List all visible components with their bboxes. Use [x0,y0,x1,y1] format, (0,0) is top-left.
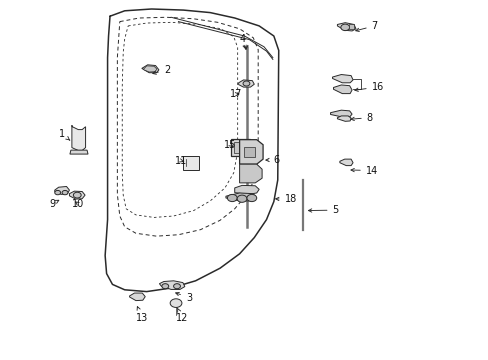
Text: 17: 17 [229,89,242,99]
Text: 1: 1 [59,129,70,140]
Polygon shape [239,140,263,164]
Text: 4: 4 [239,35,246,49]
Circle shape [246,194,256,202]
Polygon shape [339,159,352,166]
Polygon shape [337,23,355,31]
Text: 11: 11 [175,156,187,166]
Polygon shape [225,193,256,201]
Text: 15: 15 [224,140,236,150]
Text: 5: 5 [308,205,338,215]
Circle shape [237,195,246,202]
Polygon shape [332,75,352,83]
Circle shape [243,81,249,86]
Text: 8: 8 [350,113,372,123]
Polygon shape [72,125,85,150]
Text: 14: 14 [350,166,377,176]
Polygon shape [55,186,69,194]
Circle shape [170,299,182,307]
Polygon shape [70,150,88,154]
Circle shape [55,190,61,195]
Text: 2: 2 [152,65,170,75]
Bar [348,24,353,29]
Polygon shape [333,85,351,94]
Circle shape [162,284,168,289]
Circle shape [340,24,349,31]
Text: 12: 12 [176,308,188,323]
Bar [183,156,198,170]
Circle shape [227,194,237,202]
Text: 7: 7 [355,21,377,32]
Polygon shape [234,185,259,194]
Text: 9: 9 [49,199,59,209]
Polygon shape [337,116,350,121]
Text: 6: 6 [265,155,280,165]
Polygon shape [142,65,159,73]
Circle shape [173,284,180,289]
Polygon shape [239,164,262,183]
Text: 3: 3 [175,292,192,303]
Bar [231,139,249,156]
Text: 13: 13 [136,307,148,323]
Bar [234,142,246,153]
Polygon shape [143,66,157,72]
Polygon shape [129,293,145,301]
Circle shape [73,192,81,198]
Bar [244,147,254,157]
Text: 18: 18 [275,194,296,204]
Text: 10: 10 [72,199,84,209]
Polygon shape [69,191,85,199]
Text: 16: 16 [354,82,383,92]
Circle shape [62,190,68,195]
Polygon shape [238,80,254,87]
Polygon shape [330,110,351,117]
Polygon shape [159,281,184,289]
